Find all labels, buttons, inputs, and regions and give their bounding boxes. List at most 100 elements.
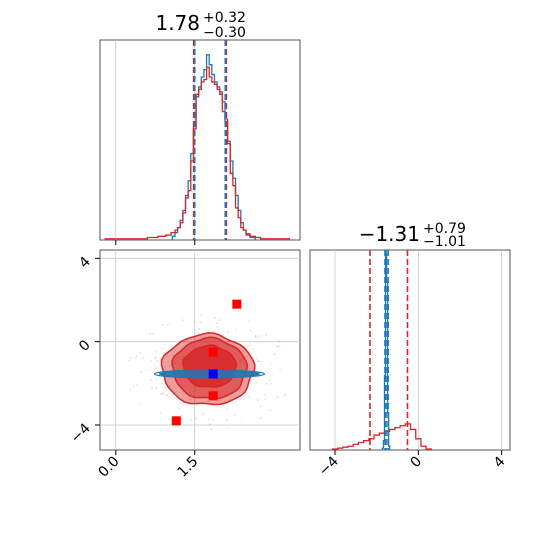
panel-title-minus: −1.01 [423, 234, 466, 250]
panel-frame [99, 39, 301, 241]
scatter-dot [150, 379, 152, 382]
scatter-dot [168, 385, 171, 388]
scatter-dot [161, 382, 163, 385]
y-tick-label: −4 [68, 420, 94, 446]
panel-joint: 0.0 1.5 4 0 −4 [68, 249, 301, 481]
scatter-dot [193, 321, 195, 324]
scatter-dot [226, 426, 229, 429]
scatter-dot [151, 387, 153, 390]
red-histogram-line [104, 66, 291, 240]
scatter-dot [161, 323, 164, 326]
quantile-lines [369, 250, 409, 450]
panel-frame [309, 249, 511, 451]
y-tick-label: 0 [76, 337, 94, 355]
scatter-dot [155, 387, 158, 390]
scatter-dot [264, 394, 267, 396]
scatter-dot [171, 354, 174, 356]
red-marker [232, 299, 242, 309]
scatter-dot [166, 323, 169, 326]
scatter-dot [195, 417, 197, 420]
scatter-dot [200, 314, 202, 317]
scatter-dot [151, 332, 154, 335]
scatter-dot [233, 413, 236, 416]
scatter-dot [134, 357, 137, 359]
panel-marginal-1: 1.78 +0.32 −0.30 [99, 10, 301, 245]
scatter-dot [259, 335, 262, 338]
scatter-dot [198, 328, 201, 330]
scatter-dot [255, 381, 258, 384]
scatter-dot [178, 407, 180, 410]
grid [334, 250, 503, 450]
scatter-dot [160, 393, 163, 395]
histogram-marks [331, 253, 433, 450]
scatter-dot [149, 333, 152, 336]
scatter-dot [230, 396, 233, 398]
scatter-dot [246, 395, 249, 398]
scatter-dot [130, 356, 132, 359]
scatter-dot [268, 379, 271, 382]
scatter-dot [200, 336, 203, 338]
scatter-dot [199, 321, 202, 324]
scatter-dot [273, 353, 276, 356]
scatter-dot [276, 345, 279, 348]
x-ticks: −4 0 4 [316, 450, 509, 479]
title-median: 1.78 [155, 11, 200, 35]
scatter-dot [226, 331, 229, 334]
panel-title: 1.78 [155, 11, 200, 35]
scatter-dot [248, 367, 251, 370]
title-minus: −0.30 [203, 25, 246, 41]
scatter-dot [147, 369, 150, 372]
blue-marker [208, 369, 218, 379]
panel-frame [99, 249, 301, 451]
scatter-dot [278, 340, 281, 343]
scatter-dot [276, 346, 279, 349]
scatter-dot [212, 418, 215, 421]
scatter-dot [216, 326, 219, 329]
scatter-dot [270, 363, 273, 366]
scatter-dot [136, 355, 138, 357]
scatter-dot [210, 428, 213, 431]
scatter-dot [153, 357, 156, 360]
scatter-dot [256, 399, 259, 401]
scatter-dot [249, 397, 251, 400]
scatter-dot [254, 335, 257, 338]
scatter-dot [181, 414, 183, 417]
scatter-dot [259, 405, 262, 408]
scatter-dot [139, 351, 141, 354]
scatter-dot [235, 328, 237, 331]
scatter-dot [265, 382, 268, 385]
scatter-dot [249, 329, 252, 332]
scatter-dot [183, 341, 186, 343]
scatter-dot [190, 418, 193, 421]
scatter-dot [245, 392, 248, 394]
scatter-dot [206, 400, 209, 403]
scatter-dot [278, 344, 280, 347]
scatter-dot [264, 398, 267, 401]
panel-marginal-2: −4 0 4 −1.31 +0.79 −1.01 [309, 221, 511, 479]
scatter-dot [202, 335, 205, 338]
scatter-dot [270, 382, 272, 385]
x-tick-label: 0 [408, 454, 426, 472]
scatter-dot [217, 319, 220, 321]
scatter-dot [140, 371, 143, 374]
panel-title-median: −1.31 [359, 222, 420, 246]
scatter-dot [248, 344, 251, 347]
scatter-dot [190, 398, 192, 401]
scatter-dot [150, 360, 152, 363]
scatter-dot [168, 365, 171, 368]
scatter-dot [168, 395, 171, 398]
scatter-dot [256, 360, 259, 363]
scatter-dot [214, 316, 216, 319]
red-marker [208, 391, 218, 401]
scatter-dot [259, 417, 262, 420]
red-histogram-line [331, 423, 433, 450]
scatter-dot [197, 331, 200, 334]
markers [171, 299, 242, 426]
scatter-dot [162, 379, 165, 382]
scatter-dot [242, 350, 245, 353]
scatter-dot [284, 393, 286, 396]
scatter-dot [155, 366, 158, 369]
scatter-dot [155, 350, 158, 353]
scatter-dot [246, 345, 248, 348]
y-tick-label: 4 [76, 254, 94, 272]
